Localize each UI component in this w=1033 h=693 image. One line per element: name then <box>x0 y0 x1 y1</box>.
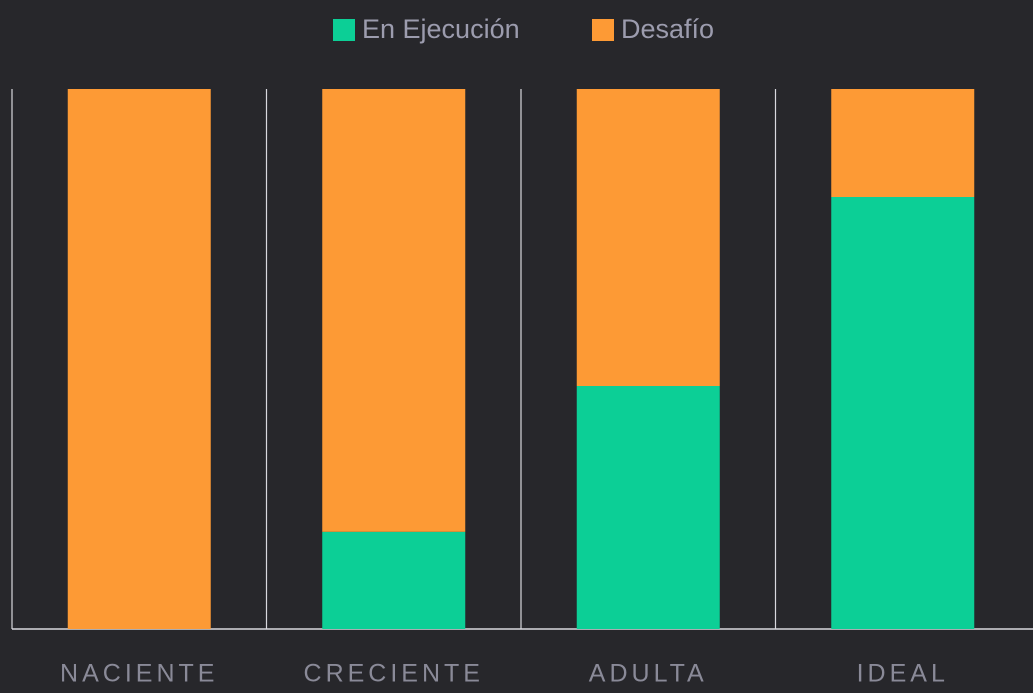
legend-swatch <box>333 19 355 41</box>
x-tick-label: ADULTA <box>589 660 708 688</box>
bar-segment <box>322 531 466 629</box>
legend-swatch <box>592 19 614 41</box>
legend-label: En Ejecución <box>362 14 520 44</box>
x-tick-label: IDEAL <box>857 660 949 688</box>
bar-segment <box>576 386 720 629</box>
bar-segment <box>576 89 720 386</box>
bar-segment <box>322 89 466 532</box>
x-tick-label: CRECIENTE <box>304 660 484 688</box>
x-tick-label: NACIENTE <box>60 660 218 688</box>
bar-segment <box>67 89 211 629</box>
bar-segment <box>831 197 975 629</box>
bar-segment <box>831 89 975 197</box>
legend-label: Desafío <box>621 14 714 44</box>
